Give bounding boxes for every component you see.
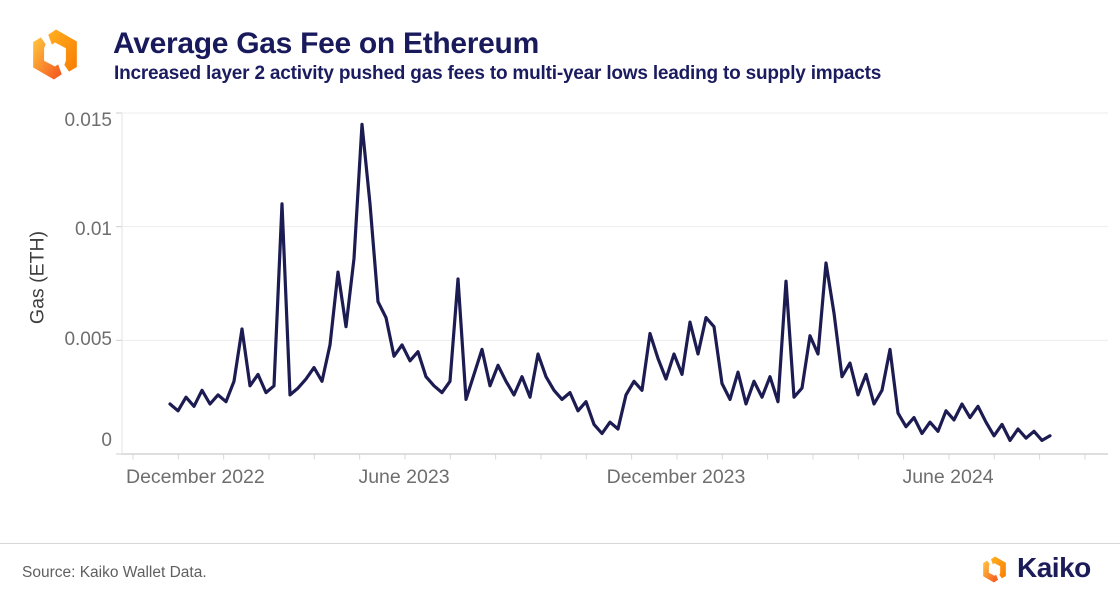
source-note: Source: Kaiko Wallet Data.	[22, 564, 207, 581]
x-tick-label-dec-2022: December 2022	[126, 466, 265, 488]
kaiko-wordmark: Kaiko	[1017, 552, 1091, 583]
y-tick-label-0015: 0.015	[64, 110, 112, 131]
page-title: Average Gas Fee on Ethereum	[113, 27, 539, 60]
y-tick-label-0005: 0.005	[64, 329, 112, 350]
y-tick-label-0: 0	[101, 430, 112, 451]
page-subtitle: Increased layer 2 activity pushed gas fe…	[114, 63, 882, 84]
y-tick-label-001: 0.01	[75, 219, 112, 240]
x-tick-label-jun-2023: June 2023	[358, 466, 450, 488]
footer-brand: Kaiko	[981, 551, 1091, 585]
x-tick-label-dec-2023: December 2023	[606, 466, 746, 488]
kaiko-footer-logo-icon	[983, 556, 1006, 583]
kaiko-logo-icon	[33, 29, 77, 80]
footer-divider	[0, 543, 1120, 544]
x-tick-label-jun-2024: June 2024	[902, 466, 994, 488]
